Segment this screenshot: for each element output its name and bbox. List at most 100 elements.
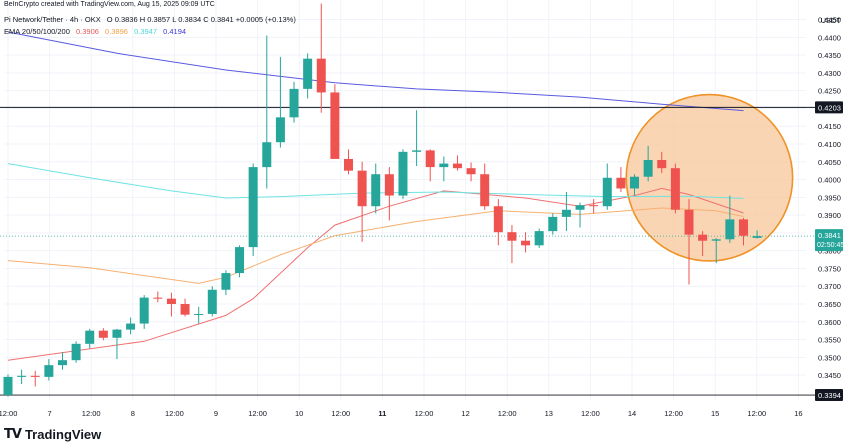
ema-200-value: 0.4194: [163, 27, 187, 36]
candle-body[interactable]: [139, 297, 149, 324]
candle-body[interactable]: [752, 236, 762, 238]
time-tick-label: 12:00: [747, 409, 766, 418]
price-tick-label: 0.3550: [818, 336, 841, 345]
candle-body[interactable]: [684, 209, 694, 235]
last-price-label-bg: [815, 229, 843, 252]
time-tick-label: 13: [545, 409, 553, 418]
candle-body[interactable]: [466, 168, 476, 175]
price-axis: 0.3450 0.3500 0.3550 0.3600 0.3650 0.3700 0.37…: [818, 16, 841, 381]
candle-body[interactable]: [235, 247, 245, 274]
candle-body[interactable]: [44, 365, 54, 377]
candle-body[interactable]: [126, 323, 136, 330]
candle-body[interactable]: [194, 313, 204, 315]
time-tick-label: 12:00: [581, 409, 600, 418]
candle-body[interactable]: [262, 142, 272, 168]
candle-body[interactable]: [398, 151, 408, 196]
candle-body[interactable]: [561, 209, 571, 217]
price-tick-label: 0.3800: [818, 247, 841, 256]
time-tick-label: 12:00: [248, 409, 267, 418]
horizontal-line-label: 0.3394: [818, 391, 841, 400]
candle-body[interactable]: [330, 92, 340, 159]
horizontal-line-label: 0.4203: [818, 103, 841, 112]
candle-body[interactable]: [521, 240, 531, 246]
candle-body[interactable]: [412, 150, 422, 152]
candle-body[interactable]: [657, 160, 667, 169]
candle-body[interactable]: [207, 289, 217, 314]
price-tick-label: 0.3950: [818, 193, 841, 202]
candle-body[interactable]: [180, 304, 190, 315]
credit-text: BeInCrypto created with TradingView.com,…: [4, 1, 215, 8]
candle-body[interactable]: [507, 232, 517, 241]
currency-label[interactable]: USDT: [820, 16, 841, 25]
candle-body[interactable]: [711, 239, 721, 241]
price-tick-label: 0.3900: [818, 211, 841, 220]
candle-body[interactable]: [248, 167, 258, 248]
tradingview-logo-text: TradingView: [24, 427, 102, 442]
candle-body[interactable]: [57, 360, 67, 366]
candle-body[interactable]: [589, 205, 599, 207]
candle-body[interactable]: [357, 170, 367, 207]
time-tick-label: 14: [628, 409, 636, 418]
candle-body[interactable]: [221, 273, 231, 290]
candle-body[interactable]: [493, 206, 503, 233]
candle-body[interactable]: [289, 88, 299, 118]
time-axis: 12:00 7 12:00 8 12:00 9 12:00 10 12:00 11 12:00 12 1…: [0, 409, 803, 418]
horizontal-lines: [0, 106, 815, 396]
candle-body[interactable]: [738, 219, 748, 236]
candle-body[interactable]: [71, 343, 81, 361]
ema-50-value: 0.3896: [105, 27, 128, 36]
time-tick-label: 12:00: [498, 409, 517, 418]
price-tick-label: 0.4150: [818, 122, 841, 131]
candle-body[interactable]: [316, 58, 326, 93]
time-tick-label: 7: [48, 409, 52, 418]
candle-body[interactable]: [630, 176, 640, 189]
price-labels: 0.4203 0.3394 0.3841 02:50:45: [815, 101, 844, 402]
time-tick-label: 12:00: [0, 409, 17, 418]
time-tick-label: 16: [794, 409, 802, 418]
candle-body[interactable]: [643, 160, 653, 177]
candle-body[interactable]: [384, 174, 394, 196]
candle-body[interactable]: [275, 117, 285, 143]
candle-body[interactable]: [30, 375, 40, 377]
candle-body[interactable]: [153, 297, 163, 299]
candle-body[interactable]: [85, 330, 95, 344]
candle-body[interactable]: [425, 150, 435, 168]
ema-title: EMA 20/50/100/200: [4, 27, 70, 36]
ema-line: [7, 187, 744, 361]
candle-body[interactable]: [480, 174, 490, 207]
candle-body[interactable]: [112, 329, 122, 338]
candle-body[interactable]: [303, 58, 313, 89]
price-tick-label: 0.3500: [818, 353, 841, 362]
candle-body[interactable]: [452, 163, 462, 169]
price-tick-label: 0.4100: [818, 140, 841, 149]
candle-body[interactable]: [616, 177, 626, 189]
time-tick-label: 12: [461, 409, 469, 418]
time-tick-label: 8: [131, 409, 135, 418]
candle-body[interactable]: [344, 158, 353, 171]
symbol-name[interactable]: Pi Network/Tether · 4h · OKX: [4, 15, 101, 24]
candle-body[interactable]: [3, 376, 13, 396]
candle-body[interactable]: [698, 234, 708, 241]
candle-body[interactable]: [602, 177, 612, 207]
candle-body[interactable]: [548, 216, 558, 232]
candle-body[interactable]: [670, 168, 680, 210]
candle-body[interactable]: [439, 163, 449, 168]
candle-body[interactable]: [575, 205, 585, 210]
tradingview-logo[interactable]: TV TradingView: [4, 427, 101, 442]
countdown-label: 02:50:45: [817, 242, 844, 249]
candle-body[interactable]: [725, 219, 735, 240]
ema-legend[interactable]: EMA 20/50/100/200 0.3906 0.3896 0.3947 0…: [4, 27, 190, 36]
candle-body[interactable]: [371, 174, 381, 207]
candle-body[interactable]: [17, 375, 27, 377]
last-price-label: 0.3841: [818, 231, 841, 240]
candle-body[interactable]: [534, 231, 544, 246]
ema-20-value: 0.3906: [75, 27, 99, 36]
highlight-circle: [625, 93, 794, 262]
candle-body[interactable]: [166, 298, 176, 304]
candle-body[interactable]: [98, 330, 108, 338]
ohlc-values: O 0.3836 H 0.3857 L 0.3834 C 0.3841 +0.0…: [106, 15, 296, 24]
price-tick-label: 0.4300: [818, 69, 841, 78]
horizontal-line-label-bg: [815, 101, 843, 114]
price-tick-label: 0.4450: [818, 16, 841, 25]
